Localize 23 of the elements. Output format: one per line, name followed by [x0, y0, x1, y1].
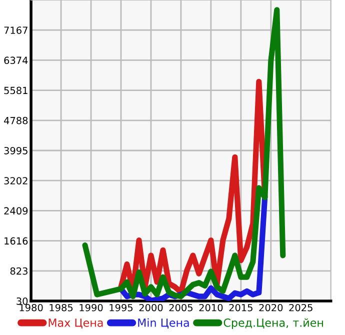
y-tick-label: 5581 — [4, 86, 28, 94]
x-tick-label: 2020 — [259, 304, 283, 312]
x-tick-label: 2005 — [169, 304, 192, 312]
y-tick-label: 6374 — [4, 56, 28, 64]
x-tick-label: 2010 — [199, 304, 223, 312]
x-tick-label: 2025 — [289, 304, 312, 312]
x-tick-label: 1990 — [80, 304, 103, 312]
x-tick-label: 1985 — [50, 304, 73, 312]
y-tick-label: 4788 — [4, 116, 28, 124]
legend-label: Сред.Цена, т.йен — [224, 318, 323, 330]
x-tick-label: 2000 — [139, 304, 163, 312]
legend-label: Max Цена — [48, 318, 103, 328]
y-tick-label: 3995 — [4, 146, 28, 154]
x-tick-label: 1980 — [20, 304, 43, 312]
x-tick-label: 1995 — [110, 304, 133, 312]
y-tick-label: 7167 — [4, 26, 28, 34]
legend-label: Min Цена — [138, 318, 189, 328]
y-tick-label: 2409 — [4, 207, 28, 215]
y-tick-label: 30 — [16, 297, 28, 305]
y-tick-label: 823 — [10, 267, 28, 275]
y-tick-label: 1616 — [4, 237, 28, 245]
x-tick-label: 2015 — [229, 304, 252, 312]
y-tick-label: 3202 — [4, 177, 28, 184]
